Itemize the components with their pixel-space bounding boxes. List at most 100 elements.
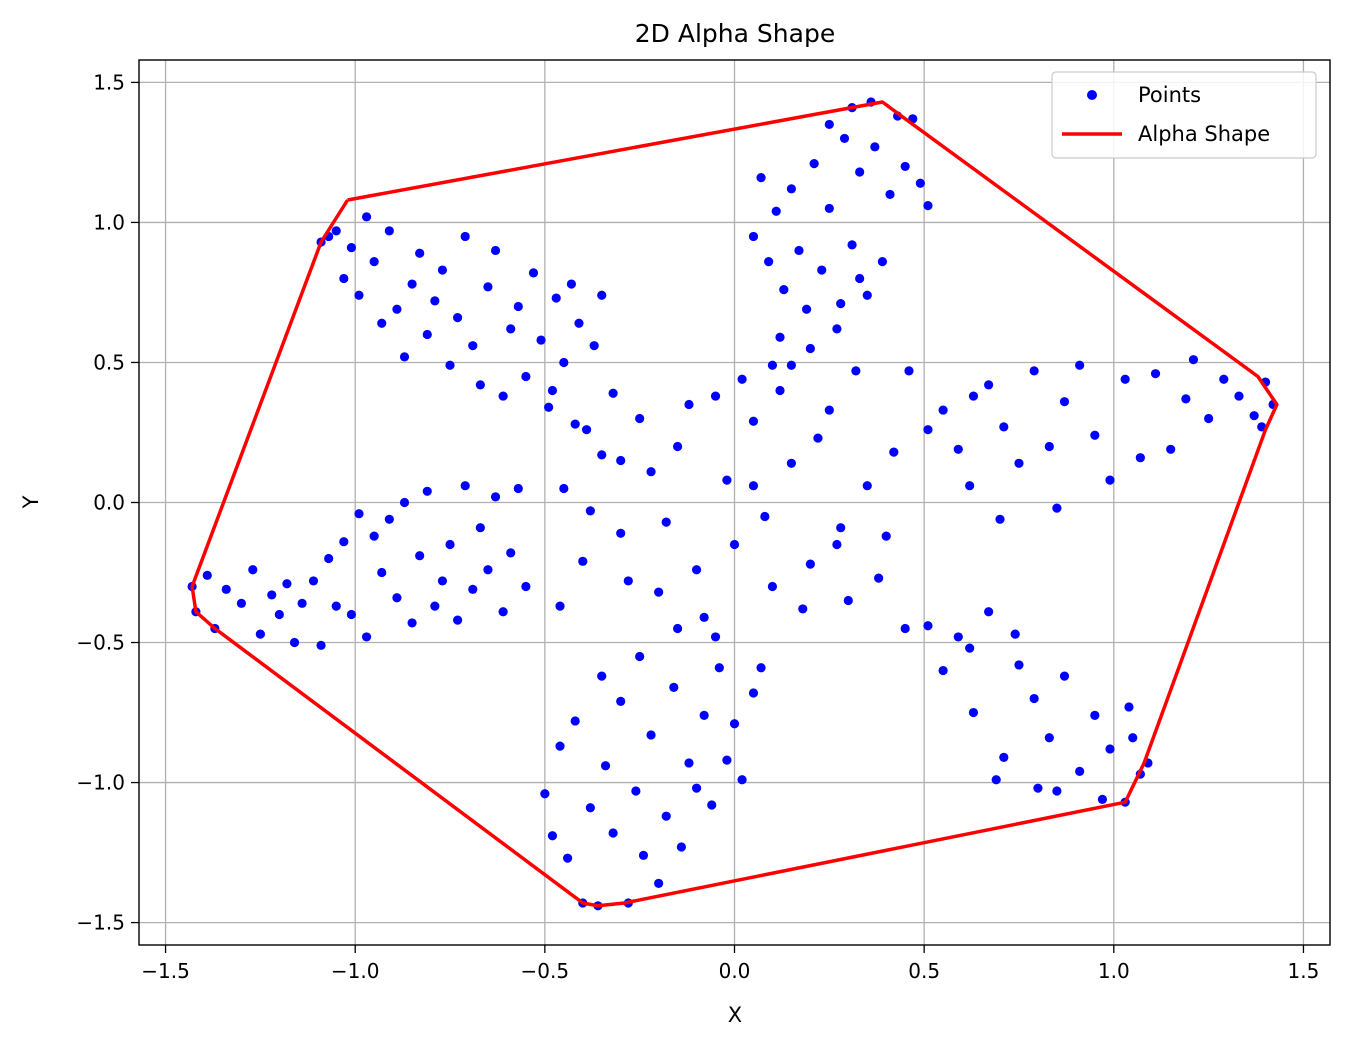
axis-ticks: −1.5 −1.0 −0.5 0.0 0.5 1.0 1.5 −1.5 −1.0 −0.5 0.0 0… xyxy=(76,70,1319,983)
data-point xyxy=(498,391,508,401)
data-point xyxy=(415,248,425,258)
data-point xyxy=(938,665,948,676)
data-point xyxy=(851,366,861,376)
data-point xyxy=(1105,475,1115,485)
data-point xyxy=(521,581,531,592)
legend-label-alpha-shape: Alpha Shape xyxy=(1138,122,1270,146)
data-point xyxy=(570,419,580,429)
data-point xyxy=(475,523,485,533)
data-point xyxy=(289,637,300,648)
data-point xyxy=(760,511,770,522)
data-point xyxy=(684,758,694,768)
data-point xyxy=(331,226,341,236)
data-point xyxy=(889,447,899,457)
y-axis-label: Y xyxy=(19,495,43,509)
data-point xyxy=(490,245,501,256)
y-tick-label: −1.0 xyxy=(76,771,125,795)
data-point xyxy=(437,576,448,586)
data-point xyxy=(415,551,425,561)
data-point xyxy=(938,405,948,415)
data-point xyxy=(578,556,588,566)
data-point xyxy=(248,565,258,575)
data-point xyxy=(399,497,410,508)
data-point xyxy=(563,853,573,863)
data-point xyxy=(544,402,554,412)
data-point xyxy=(608,828,618,838)
data-point xyxy=(399,352,410,362)
x-tick-label: 1.0 xyxy=(1098,959,1130,983)
data-point xyxy=(221,584,231,594)
data-point xyxy=(1128,733,1138,743)
data-point xyxy=(1033,783,1043,793)
data-point xyxy=(506,548,516,558)
data-point xyxy=(764,257,774,267)
data-point xyxy=(707,800,717,810)
data-point xyxy=(1059,397,1070,407)
data-point xyxy=(862,290,872,300)
data-point xyxy=(635,651,645,662)
data-point xyxy=(1090,430,1100,440)
data-point xyxy=(498,607,508,617)
legend: Points Alpha Shape xyxy=(1051,71,1317,159)
data-point xyxy=(346,609,357,620)
data-point xyxy=(1090,710,1100,720)
data-point xyxy=(631,786,641,796)
data-point xyxy=(881,531,891,541)
data-point xyxy=(775,385,785,396)
data-point xyxy=(661,517,671,527)
data-point xyxy=(722,475,732,485)
data-point xyxy=(748,231,759,242)
data-point xyxy=(445,539,455,550)
data-point xyxy=(339,273,349,284)
data-point xyxy=(483,282,493,292)
data-point xyxy=(843,595,853,606)
legend-marker-points xyxy=(1087,90,1097,100)
data-point xyxy=(574,318,584,328)
data-point xyxy=(824,119,834,130)
data-point xyxy=(767,360,778,370)
data-point xyxy=(756,173,766,183)
data-point xyxy=(468,341,478,351)
data-point xyxy=(836,299,846,309)
data-point xyxy=(566,279,577,289)
data-point xyxy=(559,357,569,368)
data-point xyxy=(673,623,683,634)
data-point xyxy=(722,755,732,765)
data-point xyxy=(324,553,334,564)
data-point xyxy=(965,643,975,653)
data-point xyxy=(824,405,834,415)
data-point xyxy=(729,719,740,729)
data-point xyxy=(384,226,394,236)
data-point xyxy=(654,878,664,888)
data-point xyxy=(1150,369,1161,379)
data-point xyxy=(1029,366,1039,376)
data-point xyxy=(1052,503,1062,513)
data-point xyxy=(691,565,702,575)
data-point xyxy=(585,506,595,516)
data-point xyxy=(900,623,910,634)
data-point xyxy=(547,831,558,841)
y-tick-label: 0.5 xyxy=(93,350,125,374)
data-point xyxy=(1052,786,1062,796)
data-point xyxy=(805,343,815,354)
data-point xyxy=(714,663,724,673)
chart-title: 2D Alpha Shape xyxy=(635,19,835,48)
data-point xyxy=(965,481,975,491)
data-point xyxy=(581,425,592,435)
data-point xyxy=(540,789,550,799)
data-point xyxy=(623,576,633,586)
data-point xyxy=(392,593,402,603)
data-point xyxy=(729,539,740,550)
data-point xyxy=(1105,744,1115,754)
data-point xyxy=(832,324,842,334)
data-point xyxy=(1014,660,1024,670)
data-point xyxy=(202,570,212,580)
data-point xyxy=(646,730,656,740)
data-point xyxy=(661,811,671,821)
y-tick-label: 0.0 xyxy=(93,491,125,515)
data-point xyxy=(547,385,558,396)
data-point xyxy=(699,710,709,720)
data-point xyxy=(953,444,963,454)
